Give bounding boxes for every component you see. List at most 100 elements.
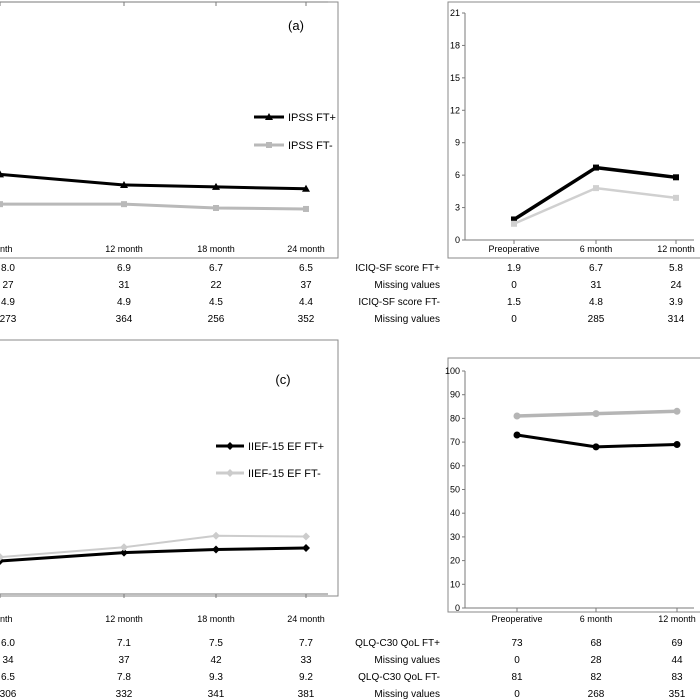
table-cell: 0 (514, 655, 520, 666)
y-tick-label: 10 (450, 579, 460, 589)
series-1 (0, 544, 310, 565)
chart-panel-1: (a) month 12 month 18 month 24 month IPSS FT+… (0, 1, 339, 325)
table-cell: 6.0 (1, 638, 15, 649)
table-row-label: Missing values (374, 314, 440, 325)
series-1 (0, 170, 310, 192)
y-tick-label: 40 (450, 508, 460, 518)
data-point (673, 174, 679, 181)
table-cell: 31 (118, 280, 130, 291)
data-point (511, 216, 517, 223)
data-point (0, 201, 3, 208)
legend-entry: IIEF-15 EF FT+ (216, 441, 324, 453)
chart-panel-4: 0 10 20 30 40 50 60 70 80 90 100 Preoperative 6 mont… (355, 357, 700, 700)
legend-label: IIEF-15 EF FT+ (248, 441, 324, 453)
table-cell: 6.5 (299, 263, 313, 274)
legend-marker (226, 442, 234, 450)
data-point (303, 205, 309, 212)
data-point (120, 548, 128, 557)
table-cell: 7.8 (117, 672, 131, 683)
table-cell: 22 (210, 280, 222, 291)
y-tick-label: 15 (450, 73, 460, 83)
y-tick-label: 20 (450, 556, 460, 566)
table-cell: 42 (210, 655, 222, 666)
y-tick-label: 70 (450, 437, 460, 447)
x-tick-label: 12 month (105, 614, 143, 624)
table-row: 6.5 7.8 9.3 9.2 (1, 672, 313, 683)
data-point (673, 194, 679, 201)
data-point (302, 544, 310, 552)
table-row-label: Missing values (374, 655, 440, 666)
data-point (673, 407, 681, 415)
data-point (212, 182, 220, 190)
table-row-label: QLQ-C30 QoL FT- (358, 672, 440, 683)
y-tick-label: 9 (455, 138, 460, 148)
data-point (302, 184, 310, 192)
table-cell: 68 (590, 638, 602, 649)
data-point (593, 164, 599, 171)
plot-frame (0, 1, 339, 259)
table-cell: 4.4 (299, 297, 313, 308)
plot-frame (447, 1, 700, 259)
legend-marker (226, 469, 234, 477)
table-row: QLQ-C30 QoL FT+ 73 68 69 (355, 638, 683, 649)
x-tick-label: month (0, 614, 13, 624)
table-cell: 351 (669, 689, 686, 700)
table-cell: 28 (590, 655, 602, 666)
table-cell: 44 (671, 655, 683, 666)
x-tick-label: 6 month (580, 614, 613, 624)
table-cell: 6.5 (1, 672, 15, 683)
table-cell: 24 (670, 280, 682, 291)
data-point (121, 201, 127, 208)
plot-frame (447, 357, 700, 613)
table-cell: 82 (590, 672, 602, 683)
table-cell: 7.1 (117, 638, 131, 649)
table-cell: 8.0 (1, 263, 15, 274)
table-row-label: QLQ-C30 QoL FT+ (355, 638, 440, 649)
data-point (592, 410, 600, 418)
table-cell: 83 (671, 672, 683, 683)
table-cell: 285 (588, 314, 605, 325)
y-tick-label: 18 (450, 40, 460, 50)
data-point (120, 543, 128, 552)
panel-label: (c) (275, 372, 290, 387)
table-cell: 3.9 (669, 297, 683, 308)
table-cell: 7.7 (299, 638, 313, 649)
data-point (120, 180, 128, 188)
table-cell: 6.9 (117, 263, 131, 274)
y-tick-label: 50 (450, 485, 460, 495)
series-1 (511, 164, 679, 223)
table-cell: 4.9 (117, 297, 131, 308)
x-tick-label: 12 month (658, 614, 696, 624)
table-row: 306 332 341 381 (0, 689, 315, 700)
table-cell: 4.9 (1, 297, 15, 308)
table-row: Missing values 0 285 314 (374, 314, 684, 325)
y-tick-label: 0 (455, 603, 460, 613)
table-cell: 341 (208, 689, 225, 700)
series-1 (513, 431, 681, 451)
table-row: 8.0 6.9 6.7 6.5 (1, 263, 313, 274)
x-tick-label: 12 month (657, 244, 695, 254)
legend-label: IPSS FT+ (288, 112, 336, 124)
series-2 (0, 531, 310, 562)
table-cell: 27 (2, 280, 14, 291)
table-row: 273 364 256 352 (0, 314, 315, 325)
y-tick-label: 21 (450, 8, 460, 18)
table-row: 27 31 22 37 (2, 280, 312, 291)
table-cell: 6.7 (589, 263, 603, 274)
table-row-label: ICIQ-SF score FT+ (355, 263, 440, 274)
x-tick-label: month (0, 244, 13, 254)
data-point (673, 440, 681, 448)
series-2 (0, 201, 309, 212)
table-cell: 352 (298, 314, 315, 325)
chart-panel-3: (c) month 12 month 18 month 24 month IIEF-15 … (0, 339, 339, 700)
table-cell: 73 (511, 638, 523, 649)
series-line (0, 202, 307, 211)
table-cell: 34 (2, 655, 14, 666)
data-point (0, 553, 4, 562)
x-tick-label: 12 month (105, 244, 143, 254)
x-tick-label: 6 month (580, 244, 613, 254)
legend-marker (266, 142, 272, 148)
table-cell: 69 (671, 638, 683, 649)
data-point (212, 531, 220, 540)
